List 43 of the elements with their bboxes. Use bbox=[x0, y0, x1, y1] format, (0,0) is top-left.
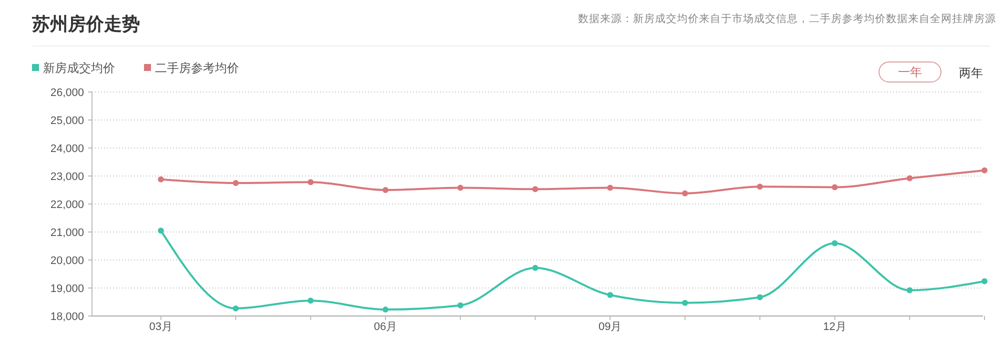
point bbox=[756, 184, 763, 190]
point bbox=[457, 302, 464, 308]
point bbox=[457, 184, 464, 191]
point bbox=[832, 240, 838, 246]
x-tick-label: 12月 bbox=[823, 321, 846, 333]
legend-label: 新房成交均价 bbox=[43, 61, 115, 75]
point bbox=[906, 287, 913, 294]
text: 一年 bbox=[898, 65, 922, 79]
x-tick-label: 03月 bbox=[149, 321, 173, 333]
y-tick-label: 26,000 bbox=[50, 87, 84, 99]
point bbox=[532, 264, 538, 271]
point bbox=[158, 228, 164, 234]
y-tick-label: 21,000 bbox=[50, 227, 84, 239]
y-tick-label: 20,000 bbox=[50, 255, 84, 267]
point bbox=[158, 176, 164, 182]
point bbox=[607, 292, 614, 298]
point bbox=[607, 184, 614, 191]
point bbox=[308, 298, 314, 304]
point bbox=[232, 180, 239, 186]
point bbox=[981, 167, 988, 174]
y-tick-label: 23,000 bbox=[50, 171, 84, 183]
y-tick-label: 19,000 bbox=[50, 283, 84, 295]
point bbox=[382, 306, 389, 313]
x-tick-label: 09月 bbox=[598, 321, 622, 333]
point bbox=[981, 278, 988, 284]
point bbox=[682, 300, 688, 306]
point bbox=[232, 305, 239, 312]
y-tick-label: 24,000 bbox=[50, 143, 84, 155]
legend-label: 二手房参考均价 bbox=[155, 61, 239, 75]
y-tick-label: 25,000 bbox=[50, 115, 84, 127]
point bbox=[906, 175, 913, 182]
chart-title: 苏州房价走势 bbox=[31, 14, 140, 34]
y-tick-label: 18,000 bbox=[50, 311, 84, 323]
point bbox=[382, 187, 389, 193]
point bbox=[532, 186, 538, 192]
point bbox=[308, 179, 314, 186]
point bbox=[832, 184, 838, 190]
text: 两年 bbox=[959, 66, 983, 80]
source-note: 数据来源：新房成交均价来自于市场成交信息，二手房参考均价数据来自全网挂牌房源 bbox=[578, 12, 996, 25]
point bbox=[682, 190, 688, 196]
x-tick-label: 06月 bbox=[374, 321, 398, 333]
y-tick-label: 22,000 bbox=[50, 199, 84, 211]
point bbox=[756, 294, 763, 300]
